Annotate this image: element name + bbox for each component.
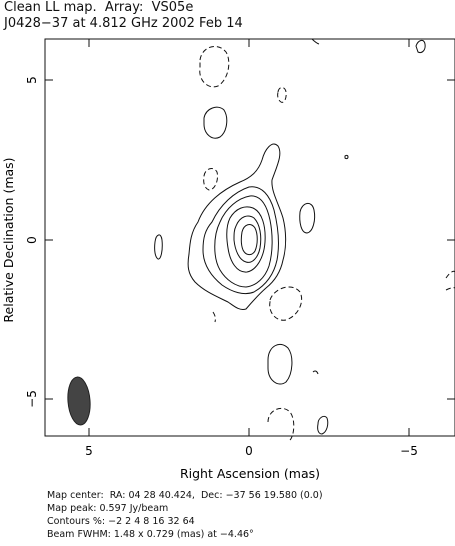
contour-2pct <box>187 143 287 310</box>
plot-frame <box>44 38 455 437</box>
contour-32pct <box>233 215 262 263</box>
negative-contour <box>212 311 216 323</box>
tick-marks <box>45 39 455 436</box>
contour-blob <box>344 154 349 160</box>
positive-contours <box>154 38 426 435</box>
map-center-text: Map center: RA: 04 28 40.424, Dec: −37 5… <box>47 490 323 501</box>
y-axis-label: Relative Declination (mas) <box>1 157 16 322</box>
contour-blob <box>299 203 316 234</box>
negative-contour <box>269 286 303 321</box>
x-tick-label: 0 <box>245 444 253 458</box>
x-axis-label: Right Ascension (mas) <box>180 466 320 481</box>
contour-blob <box>312 370 319 375</box>
negative-contour <box>199 45 230 88</box>
contour-blob <box>317 415 329 435</box>
contour-blob <box>267 344 293 385</box>
contour-blob <box>203 106 228 139</box>
map-subtitle: J0428−37 at 4.812 GHz 2002 Feb 14 <box>4 16 243 31</box>
negative-contour <box>203 168 218 191</box>
negative-contours <box>199 45 455 441</box>
map-info: Map center: RA: 04 28 40.424, Dec: −37 5… <box>47 489 323 541</box>
map-title: Clean LL map. Array: VS05e <box>4 0 194 15</box>
contour-blob <box>154 234 163 260</box>
negative-contour <box>267 407 295 441</box>
contour-blob <box>311 38 320 45</box>
x-tick-label: 5 <box>85 444 93 458</box>
contour-16pct <box>226 206 266 273</box>
negative-contour <box>445 270 455 279</box>
map-header: Clean LL map. Array: VS05e J0428−37 at 4… <box>4 0 243 32</box>
beam-text: Beam FWHM: 1.48 x 0.729 (mas) at −4.46° <box>47 529 254 540</box>
map-peak-text: Map peak: 0.597 Jy/beam <box>47 503 169 514</box>
x-tick-label: −5 <box>400 444 418 458</box>
contours-text: Contours %: −2 2 4 8 16 32 64 <box>47 516 195 527</box>
y-tick-label: −5 <box>25 390 39 408</box>
contour-4pct <box>202 186 279 295</box>
beam-ellipse <box>67 376 91 426</box>
y-tick-label: 0 <box>25 236 39 244</box>
contour-blob <box>415 39 426 53</box>
y-tick-label: 5 <box>25 76 39 84</box>
negative-contour <box>277 87 287 103</box>
contour-64pct <box>240 224 258 256</box>
negative-contour <box>445 287 455 291</box>
contour-8pct <box>214 195 273 288</box>
